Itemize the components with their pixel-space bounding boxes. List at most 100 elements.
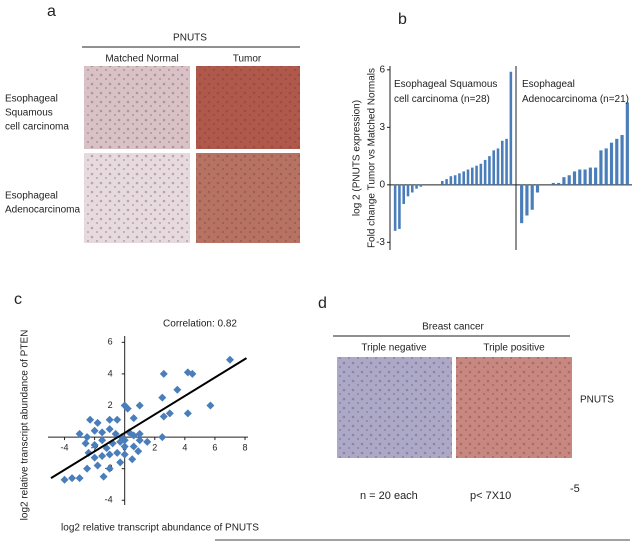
image-texture bbox=[456, 357, 572, 458]
row-label: Esophageal bbox=[5, 191, 58, 202]
bar bbox=[588, 167, 592, 185]
bar bbox=[406, 184, 410, 197]
bar bbox=[615, 138, 619, 185]
bar bbox=[496, 148, 500, 185]
point bbox=[60, 475, 69, 484]
panel-label: b bbox=[398, 11, 407, 28]
point bbox=[183, 409, 192, 418]
point bbox=[99, 472, 108, 481]
panel-label: c bbox=[14, 291, 22, 308]
x-tick-label: 2 bbox=[152, 442, 157, 452]
row-label: PNUTS bbox=[580, 395, 614, 406]
y-tick-label: 6 bbox=[379, 64, 385, 75]
bar bbox=[483, 159, 487, 185]
point bbox=[90, 440, 99, 449]
row-label: Adenocarcinoma bbox=[5, 205, 80, 216]
point bbox=[93, 418, 102, 427]
point bbox=[165, 409, 174, 418]
bar bbox=[551, 182, 555, 185]
point bbox=[135, 436, 144, 445]
bar bbox=[572, 171, 577, 185]
micrographs bbox=[84, 66, 300, 243]
x-axis-label: log2 relative transcript abundance of PN… bbox=[61, 523, 259, 534]
point bbox=[105, 464, 114, 473]
image-texture bbox=[84, 66, 190, 149]
y-tick-label: 6 bbox=[108, 337, 113, 347]
bar bbox=[441, 181, 444, 185]
bar bbox=[462, 171, 465, 185]
point bbox=[158, 393, 167, 402]
point bbox=[143, 437, 152, 446]
x-tick-label: 4 bbox=[182, 442, 187, 452]
point bbox=[111, 429, 120, 438]
point bbox=[129, 414, 138, 423]
point bbox=[159, 369, 168, 378]
bar bbox=[525, 184, 529, 216]
bar bbox=[411, 184, 414, 193]
point bbox=[129, 442, 138, 451]
bar bbox=[402, 184, 405, 204]
annotation: Correlation: 0.82 bbox=[163, 319, 237, 330]
bar bbox=[625, 102, 629, 185]
point bbox=[98, 428, 107, 437]
group-label: Esophageal Squamous cell carcinoma (n=28… bbox=[394, 79, 498, 105]
bar bbox=[458, 173, 461, 185]
point bbox=[83, 464, 92, 473]
row-label: cell carcinoma bbox=[5, 122, 69, 133]
p-exponent: -5 bbox=[570, 483, 580, 495]
point bbox=[135, 429, 144, 438]
panel-title: PNUTS bbox=[173, 33, 207, 44]
point bbox=[83, 433, 92, 442]
y-tick-label: 2 bbox=[108, 400, 113, 410]
image-texture bbox=[196, 153, 300, 243]
point bbox=[120, 442, 129, 451]
p-value: p< 7X10 bbox=[470, 490, 511, 502]
y-tick-label: 0 bbox=[379, 179, 385, 190]
bar bbox=[599, 150, 603, 185]
point bbox=[113, 415, 122, 424]
bar bbox=[471, 167, 474, 185]
bar bbox=[609, 142, 614, 185]
point bbox=[135, 401, 144, 410]
point bbox=[68, 474, 77, 483]
bar bbox=[492, 150, 495, 185]
point bbox=[81, 439, 90, 448]
point bbox=[98, 452, 107, 461]
bar bbox=[488, 156, 491, 185]
point bbox=[86, 415, 95, 424]
bar bbox=[620, 135, 624, 185]
bar bbox=[466, 169, 470, 185]
point bbox=[129, 431, 138, 440]
y-axis-label: log 2 (PNUTS expression) bbox=[352, 100, 363, 216]
point bbox=[120, 450, 129, 459]
point bbox=[123, 404, 132, 413]
panel-label: a bbox=[47, 3, 56, 20]
point bbox=[206, 401, 215, 410]
point bbox=[105, 415, 114, 424]
panel-label: d bbox=[318, 295, 327, 312]
point bbox=[93, 461, 102, 470]
bar bbox=[505, 138, 508, 185]
sample-note: n = 20 each bbox=[360, 490, 418, 502]
bar bbox=[479, 163, 483, 185]
point bbox=[225, 355, 234, 364]
bar bbox=[509, 71, 513, 185]
bar bbox=[415, 184, 418, 189]
image-texture bbox=[337, 357, 452, 458]
bar bbox=[449, 176, 453, 185]
bar bbox=[604, 148, 608, 185]
bar bbox=[475, 165, 478, 185]
y-tick-label: 3 bbox=[379, 122, 385, 133]
y-tick-label: 4 bbox=[108, 368, 113, 378]
x-tick-label: -4 bbox=[61, 442, 69, 452]
point bbox=[113, 448, 122, 457]
image-texture bbox=[196, 66, 300, 149]
point bbox=[116, 458, 125, 467]
y-axis-label: Fold change Tumor vs Matched Normals bbox=[367, 68, 378, 248]
point bbox=[105, 450, 114, 459]
x-tick-label: 8 bbox=[242, 442, 247, 452]
group-label: Esophageal Adenocarcinoma (n=21) bbox=[522, 79, 630, 105]
image-texture bbox=[84, 153, 190, 243]
